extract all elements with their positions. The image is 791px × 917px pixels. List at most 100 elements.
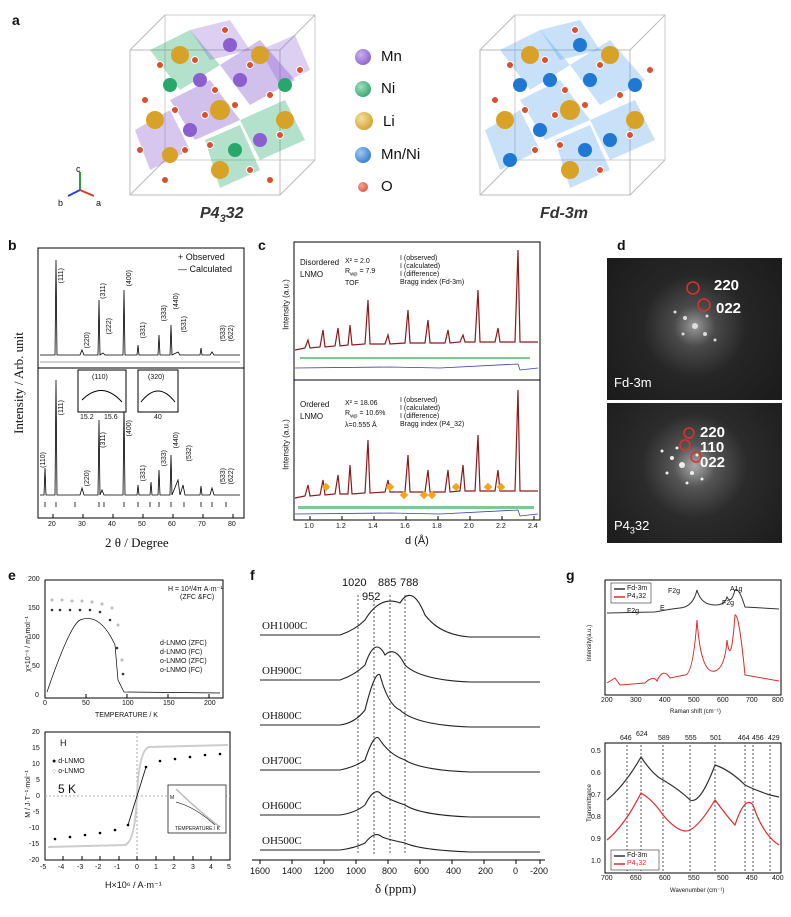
raman-xlabel: Raman shift (cm⁻¹) bbox=[670, 709, 721, 715]
nd-bottom-legend: I (observed) bbox=[400, 397, 438, 404]
susceptibility-plot bbox=[44, 579, 224, 699]
chi-xtick: 150 bbox=[163, 700, 175, 707]
raman-mode: F2g bbox=[722, 600, 735, 607]
nd-xtick: 1.0 bbox=[304, 523, 314, 530]
mag-xtick: 2 bbox=[172, 864, 176, 871]
mag-xtick: 4 bbox=[209, 864, 213, 871]
ftir-plot bbox=[604, 742, 782, 874]
chi-legend: o-LNMO (ZFC) bbox=[160, 658, 207, 665]
nmr-xtick: 200 bbox=[478, 866, 494, 876]
xrd-peak-label: (311) bbox=[100, 432, 107, 448]
mag-legend: ○ o-LNMO bbox=[52, 768, 85, 775]
ftir-peak: 456 bbox=[752, 735, 764, 742]
chi-xtick: 0 bbox=[43, 700, 47, 707]
xrd-xtick: 20 bbox=[48, 521, 56, 528]
ftir-xtick: 650 bbox=[630, 875, 642, 882]
mag-xtick: 0 bbox=[135, 864, 139, 871]
xrd-inset1-tick: 15.6 bbox=[104, 414, 118, 421]
nmr-xlabel: δ (ppm) bbox=[375, 881, 417, 896]
nd-top-legend: I (observed) bbox=[400, 255, 438, 262]
ftir-peak: 589 bbox=[658, 735, 670, 742]
fft-spot-022-top: 022 bbox=[716, 300, 742, 317]
chi-ytick: 150 bbox=[28, 605, 40, 612]
mag-ytick: -15 bbox=[29, 841, 40, 848]
nmr-xtick: 400 bbox=[446, 866, 462, 876]
fft-spots-p4332 bbox=[660, 427, 704, 485]
xrd-inset2-label: (320) bbox=[148, 374, 165, 381]
raman-xtick: 400 bbox=[659, 697, 671, 704]
xrd-plot bbox=[37, 247, 245, 519]
ftir-xtick: 500 bbox=[717, 875, 729, 882]
nd-xtick: 1.6 bbox=[400, 523, 410, 530]
xrd-peak-label: (532) bbox=[186, 445, 193, 462]
xrd-peak-label: (110) bbox=[40, 452, 47, 468]
nmr-xtick: 1600 bbox=[250, 866, 271, 876]
xrd-peak-label: (622) bbox=[228, 325, 235, 342]
chi-legend: o-LNMO (FC) bbox=[160, 667, 203, 674]
ftir-legend: Fd-3m bbox=[627, 852, 648, 859]
axis-a-label: a bbox=[96, 198, 102, 208]
panel-label-f: f bbox=[250, 567, 255, 583]
mag-xtick: -1 bbox=[114, 864, 121, 871]
panel-label-d: d bbox=[617, 237, 626, 253]
nd-top-title2: LNMO bbox=[300, 270, 324, 279]
nmr-xtick: 600 bbox=[414, 866, 430, 876]
mag-ytick: -20 bbox=[29, 857, 40, 864]
raman-legend: Fd-3m bbox=[627, 585, 648, 592]
xrd-peak-label: (533) bbox=[220, 325, 227, 342]
chi-ytick: 100 bbox=[28, 634, 40, 641]
mag-xtick: -4 bbox=[58, 864, 65, 871]
xrd-inset1-tick: 15.2 bbox=[80, 414, 94, 421]
chi-xtick: 100 bbox=[122, 700, 134, 707]
xrd-xtick: 30 bbox=[78, 521, 86, 528]
chi-legend: d-LNMO (ZFC) bbox=[160, 640, 207, 647]
ftir-ytick: 0.8 bbox=[591, 814, 601, 821]
ftir-xlabel: Wavenumber (cm⁻¹) bbox=[670, 888, 725, 894]
ftir-xtick: 450 bbox=[746, 875, 758, 882]
panel-label-e: e bbox=[8, 567, 16, 583]
xrd-xtick: 40 bbox=[108, 521, 116, 528]
nmr-xtick: 800 bbox=[382, 866, 398, 876]
legend-ni: Ni bbox=[355, 80, 395, 97]
mag-ytick: 20 bbox=[32, 729, 40, 736]
ftir-ylabel: Transmittance bbox=[587, 784, 593, 822]
xrd-peak-label: (333) bbox=[161, 305, 168, 322]
nmr-sample-label: OH700C bbox=[262, 755, 302, 767]
xrd-legend-calculated: — Calculated bbox=[178, 264, 233, 274]
xrd-peak-label: (331) bbox=[140, 465, 147, 482]
fft-spot-110-bottom: 110 bbox=[700, 439, 725, 456]
legend-mn: Mn bbox=[355, 48, 402, 65]
nd-xtick: 2.2 bbox=[496, 523, 506, 530]
mag-xtick: -3 bbox=[77, 864, 84, 871]
fft-spots-fd3m bbox=[673, 281, 717, 342]
xrd-xtick: 60 bbox=[168, 521, 176, 528]
ftir-xtick: 600 bbox=[659, 875, 671, 882]
nd-xtick: 1.2 bbox=[336, 523, 346, 530]
p4332-crystal-structure bbox=[129, 14, 316, 196]
xrd-peak-label: (622) bbox=[228, 468, 235, 485]
fft-spot-220-top: 220 bbox=[714, 277, 740, 294]
mag-ytick: 10 bbox=[32, 761, 40, 768]
ftir-ytick: 0.6 bbox=[591, 770, 601, 777]
xrd-legend-observed: + Observed bbox=[178, 252, 225, 262]
xrd-peak-label: (111) bbox=[58, 268, 65, 284]
nmr-sample-label: OH600C bbox=[262, 800, 302, 812]
mag-hsat: H bbox=[60, 738, 67, 748]
xrd-xtick: 50 bbox=[138, 521, 146, 528]
xrd-ylabel: Intensity / Arb. unit bbox=[11, 332, 26, 434]
nmr-sample-label: OH800C bbox=[262, 710, 302, 722]
nd-top-rwp: Rwp = 7.9 bbox=[345, 268, 376, 278]
nmr-xtick: 1400 bbox=[282, 866, 303, 876]
xrd-xlabel: 2 θ / Degree bbox=[105, 535, 169, 550]
xrd-xtick: 80 bbox=[228, 521, 236, 528]
nmr-sample-label: OH900C bbox=[262, 665, 302, 677]
nd-bottom-title: Ordered bbox=[300, 400, 330, 409]
mag-inset-xlabel: TEMPERATURE / K bbox=[175, 826, 220, 832]
nd-xtick: 2.4 bbox=[528, 523, 538, 530]
ftir-peak: 646 bbox=[620, 735, 632, 742]
chi-ytick: 200 bbox=[28, 576, 40, 583]
axis-triad bbox=[67, 172, 95, 197]
ftir-xtick: 700 bbox=[601, 875, 613, 882]
raman-xtick: 700 bbox=[746, 697, 758, 704]
nd-top-chi: X² = 2.0 bbox=[345, 258, 370, 265]
